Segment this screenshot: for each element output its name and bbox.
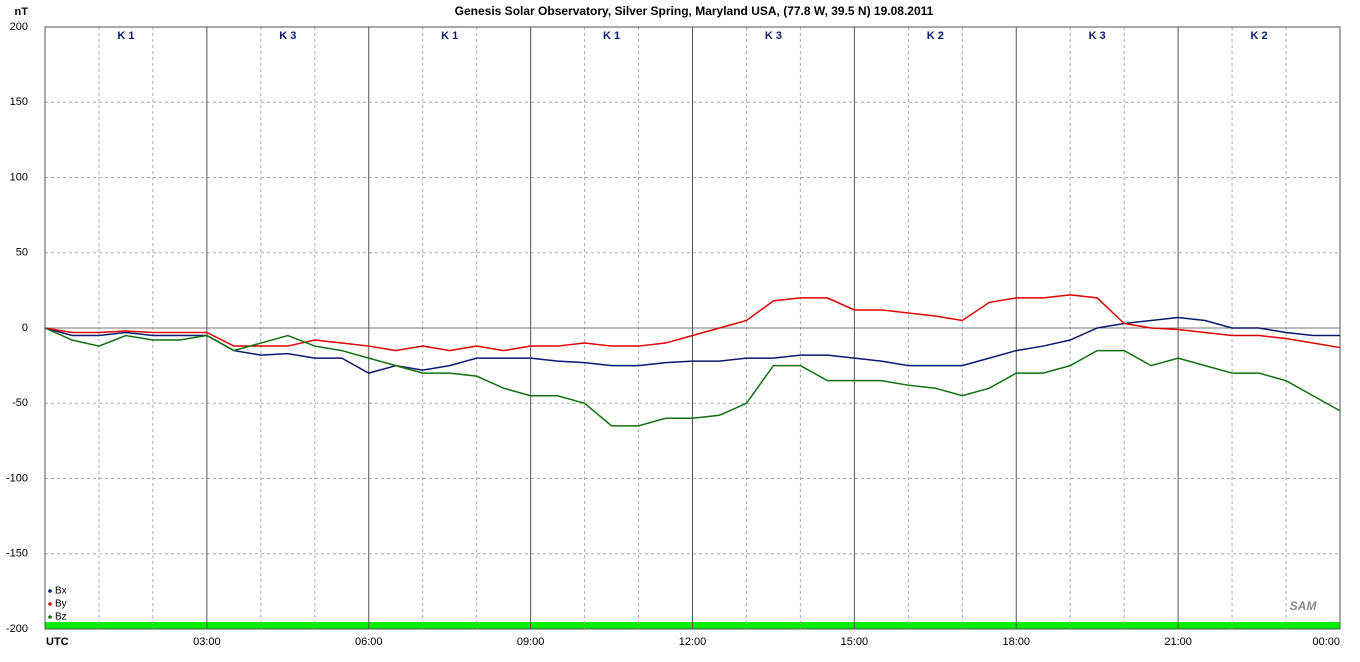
y-tick-label: 50 bbox=[16, 247, 28, 259]
x-tick-label: 06:00 bbox=[355, 636, 383, 648]
logo: SAM bbox=[1290, 599, 1318, 613]
y-tick-label: -100 bbox=[6, 472, 28, 484]
legend-label: By bbox=[55, 599, 67, 610]
y-axis-label: nT bbox=[15, 6, 29, 18]
chart-title: Genesis Solar Observatory, Silver Spring… bbox=[455, 4, 934, 18]
line-series bbox=[44, 327, 1341, 427]
y-tick-label: -50 bbox=[12, 397, 28, 409]
k-index-label: K 3 bbox=[765, 30, 782, 42]
legend-marker bbox=[48, 602, 52, 606]
legend-label: Bz bbox=[55, 612, 67, 623]
y-tick-label: 150 bbox=[10, 96, 28, 108]
k-index-label: K 3 bbox=[279, 30, 296, 42]
x-tick-label: UTC bbox=[46, 636, 69, 648]
x-tick-label: 15:00 bbox=[841, 636, 869, 648]
x-tick-label: 21:00 bbox=[1164, 636, 1192, 648]
legend-marker bbox=[48, 615, 52, 619]
x-tick-label: 09:00 bbox=[517, 636, 545, 648]
y-tick-label: 200 bbox=[10, 21, 28, 33]
k-index-label: K 1 bbox=[603, 30, 620, 42]
x-tick-label: 03:00 bbox=[193, 636, 221, 648]
x-tick-label: 12:00 bbox=[679, 636, 707, 648]
k-index-label: K 1 bbox=[117, 30, 134, 42]
legend-marker bbox=[48, 589, 52, 593]
k-index-label: K 2 bbox=[1251, 30, 1268, 42]
line-series bbox=[44, 294, 1341, 352]
y-tick-label: -150 bbox=[6, 548, 28, 560]
legend-label: Bx bbox=[55, 586, 67, 597]
k-index-label: K 1 bbox=[441, 30, 458, 42]
x-tick-label: 18:00 bbox=[1002, 636, 1030, 648]
y-tick-label: 100 bbox=[10, 171, 28, 183]
y-tick-label: 0 bbox=[22, 322, 28, 334]
k-index-label: K 2 bbox=[927, 30, 944, 42]
y-tick-label: -200 bbox=[6, 623, 28, 635]
x-tick-label: 00:00 bbox=[1312, 636, 1340, 648]
k-index-label: K 3 bbox=[1089, 30, 1106, 42]
